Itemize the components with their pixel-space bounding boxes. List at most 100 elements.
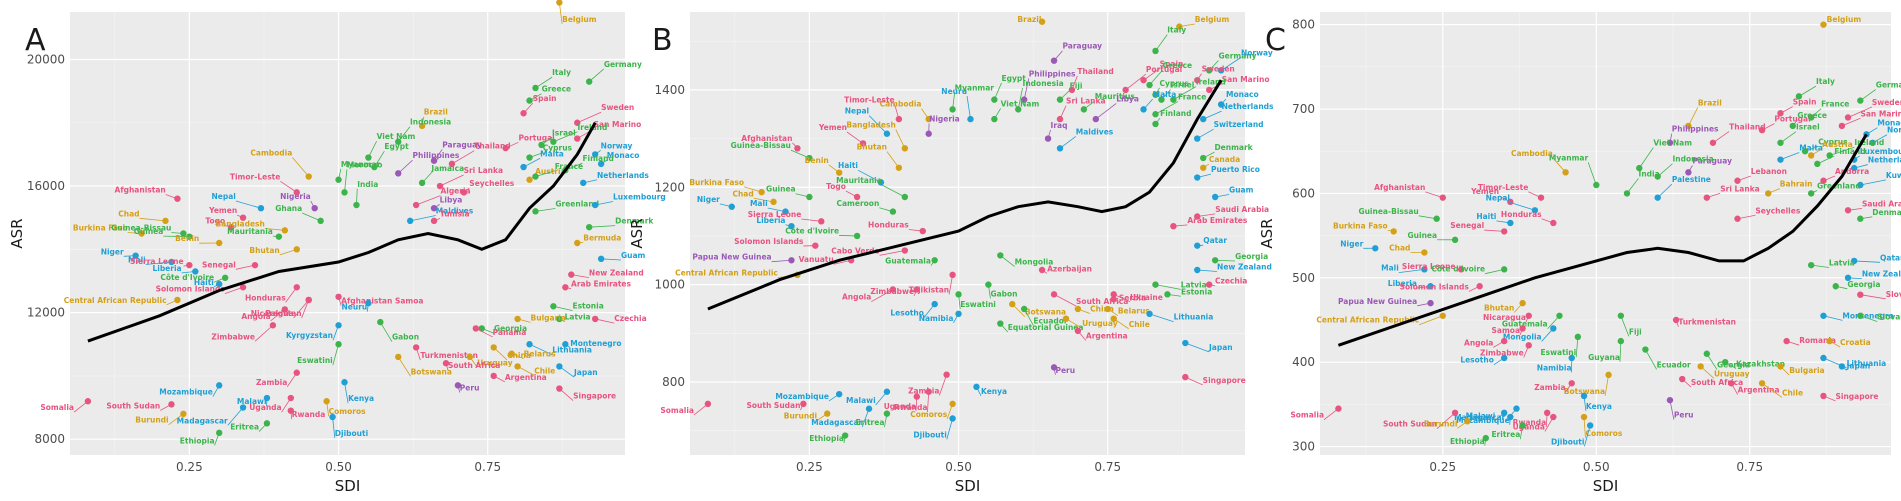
data-point — [806, 193, 813, 201]
data-point — [538, 141, 545, 149]
country-label: Austria — [535, 167, 566, 176]
country-label: Qatar — [1203, 236, 1227, 245]
country-label: Italy — [552, 68, 571, 77]
leader-line — [535, 76, 553, 89]
data-point — [1211, 193, 1219, 201]
country-label: Panama — [493, 328, 527, 337]
country-label: Georgia — [1717, 361, 1750, 370]
leader-line — [1587, 162, 1597, 186]
country-label: Malawi — [237, 397, 267, 406]
data-point — [1807, 152, 1815, 159]
country-label: Bangladesh — [846, 121, 895, 130]
country-label: Belarus — [524, 350, 556, 359]
y-tick-label: 800 — [1292, 18, 1315, 32]
leader-line — [879, 250, 905, 256]
leader-line — [1220, 57, 1242, 71]
data-point — [1623, 190, 1631, 197]
data-point — [1390, 228, 1397, 235]
data-point — [263, 420, 271, 427]
country-label: Finland — [1160, 109, 1191, 118]
data-point — [323, 398, 330, 405]
data-point — [174, 296, 181, 304]
country-label: Malawi — [1466, 412, 1496, 421]
data-point — [186, 261, 193, 269]
country-label: Eritrea — [230, 423, 259, 432]
country-label: Monaco — [1226, 90, 1259, 99]
data-point — [925, 388, 932, 395]
data-point — [835, 390, 843, 398]
country-label: Libya — [440, 195, 463, 204]
leader-line — [293, 299, 310, 319]
country-label: Belgium — [562, 15, 597, 24]
country-label: Liberia — [1388, 279, 1417, 288]
data-point — [377, 318, 384, 326]
country-label: Burkina Faso — [1333, 221, 1388, 230]
leader-line — [577, 111, 602, 124]
country-label: Afghanistan — [115, 185, 166, 194]
leader-line — [1053, 293, 1077, 307]
data-point — [293, 369, 300, 376]
country-label: Uruguay — [1082, 319, 1118, 328]
country-label: Saudi Arabia — [1215, 205, 1269, 214]
data-point — [973, 383, 980, 391]
data-point — [239, 214, 247, 221]
leader-line — [1604, 374, 1609, 396]
country-label: Yemen — [208, 206, 237, 215]
country-label: Honduras — [245, 293, 286, 302]
data-point — [1543, 409, 1551, 417]
country-label: Myanmar — [1549, 153, 1589, 162]
y-axis-title: ASR — [628, 218, 646, 248]
data-point — [269, 322, 277, 329]
data-point — [1580, 392, 1588, 400]
country-label: Switzerland — [1214, 120, 1264, 129]
data-point — [1580, 413, 1588, 421]
data-point — [1722, 358, 1729, 366]
data-point — [1617, 312, 1625, 319]
country-label: Ireland — [1196, 78, 1226, 87]
country-label: Fiji — [1070, 81, 1083, 90]
leader-line — [439, 174, 464, 187]
country-label: Nepal — [211, 192, 235, 201]
panel-letter: A — [25, 23, 46, 58]
data-point — [574, 135, 581, 142]
data-point — [341, 189, 348, 196]
country-label: Liberia — [152, 264, 181, 273]
data-point — [1777, 110, 1784, 117]
country-label: Libya — [1116, 94, 1139, 103]
country-label: Vanuatu — [799, 255, 834, 264]
country-label: Chad — [1389, 244, 1410, 253]
data-point — [335, 341, 342, 348]
country-label: Kenya — [1586, 402, 1612, 411]
data-point — [138, 230, 145, 237]
data-point — [883, 130, 891, 137]
leader-line — [379, 321, 393, 342]
country-label: Chad — [118, 209, 139, 218]
country-label: South Africa — [448, 361, 500, 370]
data-point — [162, 217, 169, 225]
country-label: Uganda — [1513, 422, 1545, 431]
data-point — [562, 284, 569, 291]
data-point — [412, 201, 420, 209]
data-point — [532, 208, 539, 215]
country-label: Angola — [842, 293, 871, 302]
data-point — [1857, 312, 1864, 319]
country-label: Central African Republic — [1316, 316, 1419, 325]
leader-line — [553, 305, 573, 312]
x-tick-label: 0.25 — [176, 460, 203, 474]
country-label: Malta — [1799, 143, 1823, 152]
country-label: Croatia — [1840, 338, 1871, 347]
x-tick-label: 0.75 — [1736, 460, 1763, 474]
data-point — [329, 413, 336, 421]
y-tick-label: 300 — [1292, 440, 1315, 454]
leader-line — [1143, 68, 1160, 81]
data-point — [704, 400, 712, 408]
data-point — [460, 189, 468, 196]
data-point — [931, 257, 938, 264]
data-point — [943, 371, 950, 378]
data-point — [1194, 266, 1201, 274]
leader-line — [771, 259, 792, 263]
leader-line — [886, 151, 900, 169]
country-label: Guatemala — [1502, 320, 1548, 329]
country-label: Angola — [241, 312, 270, 321]
data-point — [1525, 342, 1532, 349]
